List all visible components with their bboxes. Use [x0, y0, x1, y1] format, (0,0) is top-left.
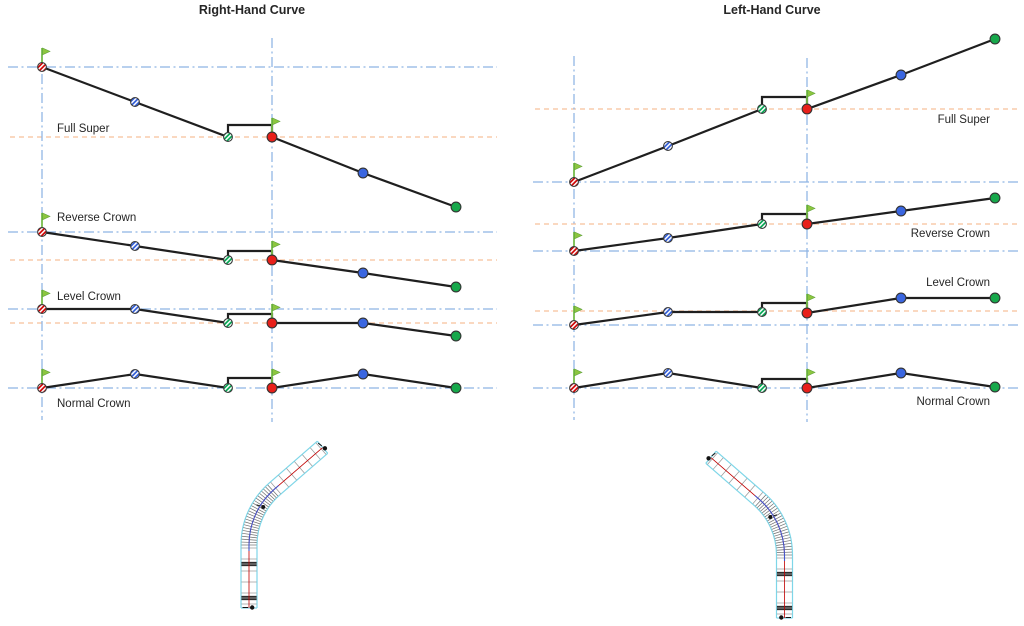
station-marker — [779, 615, 784, 620]
hatched-blue-marker — [130, 97, 140, 107]
row-label: Normal Crown — [917, 396, 991, 408]
blue-dot-marker — [357, 368, 369, 380]
red-dot-marker — [801, 307, 813, 319]
hatched-red-marker — [569, 177, 579, 187]
green-dot-marker — [450, 330, 462, 342]
red-dot-marker — [801, 103, 813, 115]
superelevation-line — [573, 296, 995, 327]
station-marker — [261, 505, 266, 509]
hatched-blue-marker — [130, 241, 140, 251]
hatched-green-marker — [223, 383, 233, 393]
row-label: Reverse Crown — [911, 228, 990, 240]
hatched-red-marker — [37, 62, 47, 72]
row-label: Level Crown — [57, 291, 121, 303]
blue-dot-marker — [357, 167, 369, 179]
hatched-red-marker — [569, 383, 579, 393]
right-hand-curve-diagram: Right-Hand Curve Full Super Reverse Crown L… — [8, 3, 497, 422]
hatched-green-marker — [757, 383, 767, 393]
plan-view-right-hand-curve — [240, 440, 329, 610]
hatched-blue-marker — [663, 141, 673, 151]
red-dot-marker — [266, 131, 278, 143]
red-dot-marker — [266, 317, 278, 329]
curve-overlay-line — [248, 485, 279, 551]
hatched-green-marker — [223, 318, 233, 328]
green-dot-marker — [989, 381, 1001, 393]
row-label: Normal Crown — [57, 398, 131, 410]
right-hand-curve-title: Right-Hand Curve — [199, 3, 305, 17]
green-dot-marker — [450, 201, 462, 213]
blue-dot-marker — [357, 267, 369, 279]
row-label: Reverse Crown — [57, 212, 136, 224]
curve-overlay-line — [754, 495, 786, 561]
hatched-green-marker — [757, 307, 767, 317]
superelevation-line — [573, 196, 996, 253]
road-edge — [715, 450, 794, 618]
road-centerline — [710, 457, 785, 618]
hatched-green-marker — [757, 219, 767, 229]
hatched-blue-marker — [663, 233, 673, 243]
green-dot-marker — [989, 192, 1001, 204]
road-edge — [240, 440, 318, 608]
row-label: Full Super — [938, 114, 991, 126]
row-label: Full Super — [57, 123, 110, 135]
hatched-red-marker — [37, 383, 47, 393]
red-dot-marker — [801, 382, 813, 394]
hatched-green-marker — [223, 255, 233, 265]
green-dot-marker — [450, 382, 462, 394]
superelevation-line — [41, 372, 457, 390]
road-centerline — [248, 447, 323, 608]
blue-dot-marker — [895, 205, 907, 217]
station-marker — [706, 456, 711, 461]
hatched-blue-marker — [130, 304, 140, 314]
station-marker — [322, 446, 328, 451]
hatched-green-marker — [757, 104, 767, 114]
green-dot-marker — [989, 33, 1001, 45]
hatched-red-marker — [37, 227, 47, 237]
hatched-red-marker — [569, 320, 579, 330]
row-label: Level Crown — [926, 277, 990, 289]
station-marker — [317, 442, 323, 447]
road-edge — [705, 462, 778, 618]
left-hand-curve-title: Left-Hand Curve — [723, 3, 820, 17]
hatched-blue-marker — [663, 368, 673, 378]
road-edge — [256, 452, 329, 608]
hatched-red-marker — [37, 304, 47, 314]
station-marker — [773, 514, 778, 517]
plan-view-left-hand-curve — [705, 450, 794, 620]
hatched-green-marker — [223, 132, 233, 142]
superelevation-line — [573, 37, 996, 184]
superelevation-line — [42, 307, 457, 338]
blue-dot-marker — [895, 367, 907, 379]
station-marker — [250, 605, 255, 610]
hatched-red-marker — [569, 246, 579, 256]
hatched-blue-marker — [130, 369, 140, 379]
blue-dot-marker — [895, 69, 907, 81]
red-dot-marker — [266, 254, 278, 266]
blue-dot-marker — [895, 292, 907, 304]
superelevation-line — [573, 371, 996, 390]
red-dot-marker — [801, 218, 813, 230]
green-dot-marker — [450, 281, 462, 293]
superelevation-line — [41, 65, 457, 209]
superelevation-line — [41, 230, 457, 289]
red-dot-marker — [266, 382, 278, 394]
station-marker — [256, 504, 261, 507]
blue-dot-marker — [357, 317, 369, 329]
station-marker — [768, 515, 773, 519]
green-dot-marker — [989, 292, 1001, 304]
hatched-blue-marker — [663, 307, 673, 317]
station-marker — [711, 452, 716, 457]
left-hand-curve-diagram: Left-Hand Curve Full Super Reverse Crown Le… — [533, 3, 1019, 422]
